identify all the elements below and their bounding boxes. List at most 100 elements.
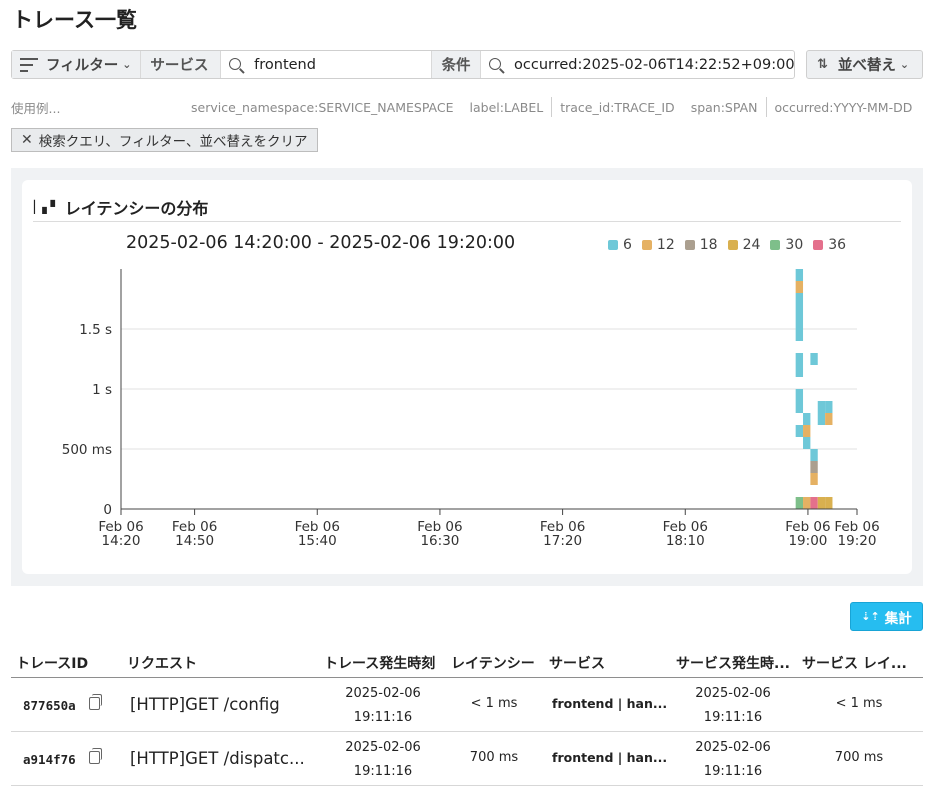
x-tick-label: 16:30 — [420, 533, 459, 549]
service-latency: 700 ms — [834, 750, 884, 765]
heatmap-cell — [795, 269, 804, 281]
legend-item[interactable]: 12 — [641, 237, 675, 253]
col-service[interactable]: サービス — [549, 656, 605, 672]
filter-dropdown[interactable]: フィルター ⌄ — [12, 51, 142, 78]
divider — [33, 221, 901, 222]
heatmap-cell — [810, 449, 818, 461]
divider — [551, 97, 553, 117]
condition-input[interactable] — [481, 51, 794, 78]
legend-swatch — [608, 240, 618, 250]
x-tick-label: Feb 06 — [417, 519, 462, 535]
service-label: サービス — [141, 51, 222, 78]
trace-clock: 19:11:16 — [353, 710, 413, 725]
card-title: ▏▖▘ レイテンシーの分布 — [34, 195, 208, 219]
aggregate-button[interactable]: ⇣⇡ 集計 — [850, 602, 923, 631]
example-item[interactable]: span:SPAN — [690, 99, 758, 115]
service-input[interactable] — [221, 51, 433, 78]
legend-swatch — [813, 240, 824, 250]
chart-legend: 6 12 18 24 30 36 — [608, 237, 856, 253]
request[interactable]: [HTTP]GET /config — [130, 695, 280, 714]
x-tick-label: Feb 06 — [540, 519, 585, 535]
table-row[interactable]: 877650a [HTTP]GET /config 2025-02-06 19:1… — [11, 678, 923, 732]
legend-item[interactable]: 36 — [813, 237, 846, 253]
copy-icon[interactable] — [89, 694, 102, 710]
aggregate-label: 集計 — [884, 610, 912, 627]
example-item[interactable]: label:LABEL — [469, 99, 544, 115]
trace-time: 2025-02-06 19:11:16 — [327, 682, 439, 730]
col-service-time[interactable]: サービス発生時... — [676, 656, 790, 672]
heatmap-cell — [810, 353, 818, 365]
legend-label: 18 — [699, 237, 718, 253]
y-tick-label: 1 s — [92, 382, 112, 398]
x-tick-label: 18:10 — [666, 533, 705, 549]
legend-item[interactable]: 30 — [770, 237, 803, 253]
table-header: トレースID リクエスト トレース発生時刻 レイテンシー サービス サービス発生… — [11, 647, 923, 678]
service-time: 2025-02-06 19:11:16 — [677, 736, 789, 784]
example-item[interactable]: occurred:YYYY-MM-DD — [774, 99, 913, 115]
legend-item[interactable]: 24 — [727, 237, 760, 253]
trace-id[interactable]: 877650a — [23, 698, 76, 713]
heatmap-cell — [795, 305, 804, 317]
search-icon — [489, 58, 501, 70]
legend-label: 30 — [785, 237, 804, 253]
heatmap-cell — [810, 461, 818, 473]
legend-swatch — [727, 240, 738, 250]
query-examples: 使用例... service_namespace:SERVICE_NAMESPA… — [11, 97, 923, 117]
heatmap-cell — [795, 329, 804, 341]
col-request[interactable]: リクエスト — [127, 656, 197, 672]
x-tick-label: Feb 06 — [172, 519, 217, 535]
heatmap-cell — [795, 293, 804, 305]
legend-swatch — [684, 240, 695, 250]
col-trace-id[interactable]: トレースID — [16, 656, 89, 672]
x-tick-label: Feb 06 — [663, 519, 708, 535]
x-tick-label: 19:20 — [838, 533, 877, 549]
example-item[interactable]: service_namespace:SERVICE_NAMESPACE — [191, 99, 454, 115]
col-latency[interactable]: レイテンシー — [451, 656, 535, 672]
condition-label: 条件 — [432, 51, 481, 78]
x-tick-label: Feb 06 — [295, 519, 340, 535]
service[interactable]: frontend | han... — [552, 750, 668, 765]
page-title: トレース一覧 — [12, 8, 137, 32]
chevron-down-icon: ⌄ — [899, 58, 910, 71]
divider — [765, 97, 767, 117]
trace-id[interactable]: a914f76 — [23, 752, 76, 767]
col-service-latency[interactable]: サービス レイ... — [802, 656, 907, 672]
chevron-down-icon: ⌄ — [122, 58, 132, 71]
aggregate-icon: ⇣⇡ — [861, 610, 880, 623]
trace-time: 2025-02-06 19:11:16 — [327, 736, 439, 784]
copy-icon[interactable] — [89, 748, 102, 764]
heatmap-cell — [795, 389, 804, 401]
x-tick-label: Feb 06 — [98, 519, 143, 535]
table-row[interactable]: a914f76 [HTTP]GET /dispatc... 2025-02-06… — [11, 732, 923, 786]
x-tick-label: 17:20 — [543, 533, 582, 549]
request[interactable]: [HTTP]GET /dispatc... — [130, 749, 305, 768]
legend-item[interactable]: 6 — [608, 237, 632, 253]
latency: 700 ms — [469, 750, 519, 765]
service[interactable]: frontend | han... — [552, 696, 668, 711]
legend-swatch — [641, 240, 652, 250]
service-clock: 19:11:16 — [703, 764, 763, 779]
y-tick-label: 1.5 s — [79, 322, 112, 338]
service-search — [221, 51, 433, 78]
heatmap-cell — [795, 281, 804, 293]
x-tick-label: Feb 06 — [785, 519, 830, 535]
col-trace-time[interactable]: トレース発生時刻 — [324, 656, 436, 672]
latency: < 1 ms — [470, 696, 518, 711]
service-date: 2025-02-06 — [695, 686, 771, 701]
search-icon — [229, 58, 242, 70]
y-tick-label: 500 ms — [62, 442, 112, 458]
service-clock: 19:11:16 — [703, 710, 763, 725]
sort-button[interactable]: ⇅ 並べ替え ⌄ — [806, 50, 923, 79]
service-time: 2025-02-06 19:11:16 — [677, 682, 789, 730]
example-item[interactable]: trace_id:TRACE_ID — [560, 99, 675, 115]
trace-clock: 19:11:16 — [353, 764, 413, 779]
legend-item[interactable]: 18 — [684, 237, 718, 253]
heatmap-cell — [795, 353, 804, 365]
x-tick-label: 15:40 — [298, 533, 337, 549]
legend-label: 36 — [828, 237, 847, 253]
heatmap-cell — [817, 497, 826, 509]
service-latency: < 1 ms — [835, 696, 883, 711]
search-filter-bar: フィルター ⌄ サービス 条件 — [11, 50, 795, 79]
clear-query-button[interactable]: ✕ 検索クエリ、フィルター、並べ替えをクリア — [11, 128, 318, 152]
